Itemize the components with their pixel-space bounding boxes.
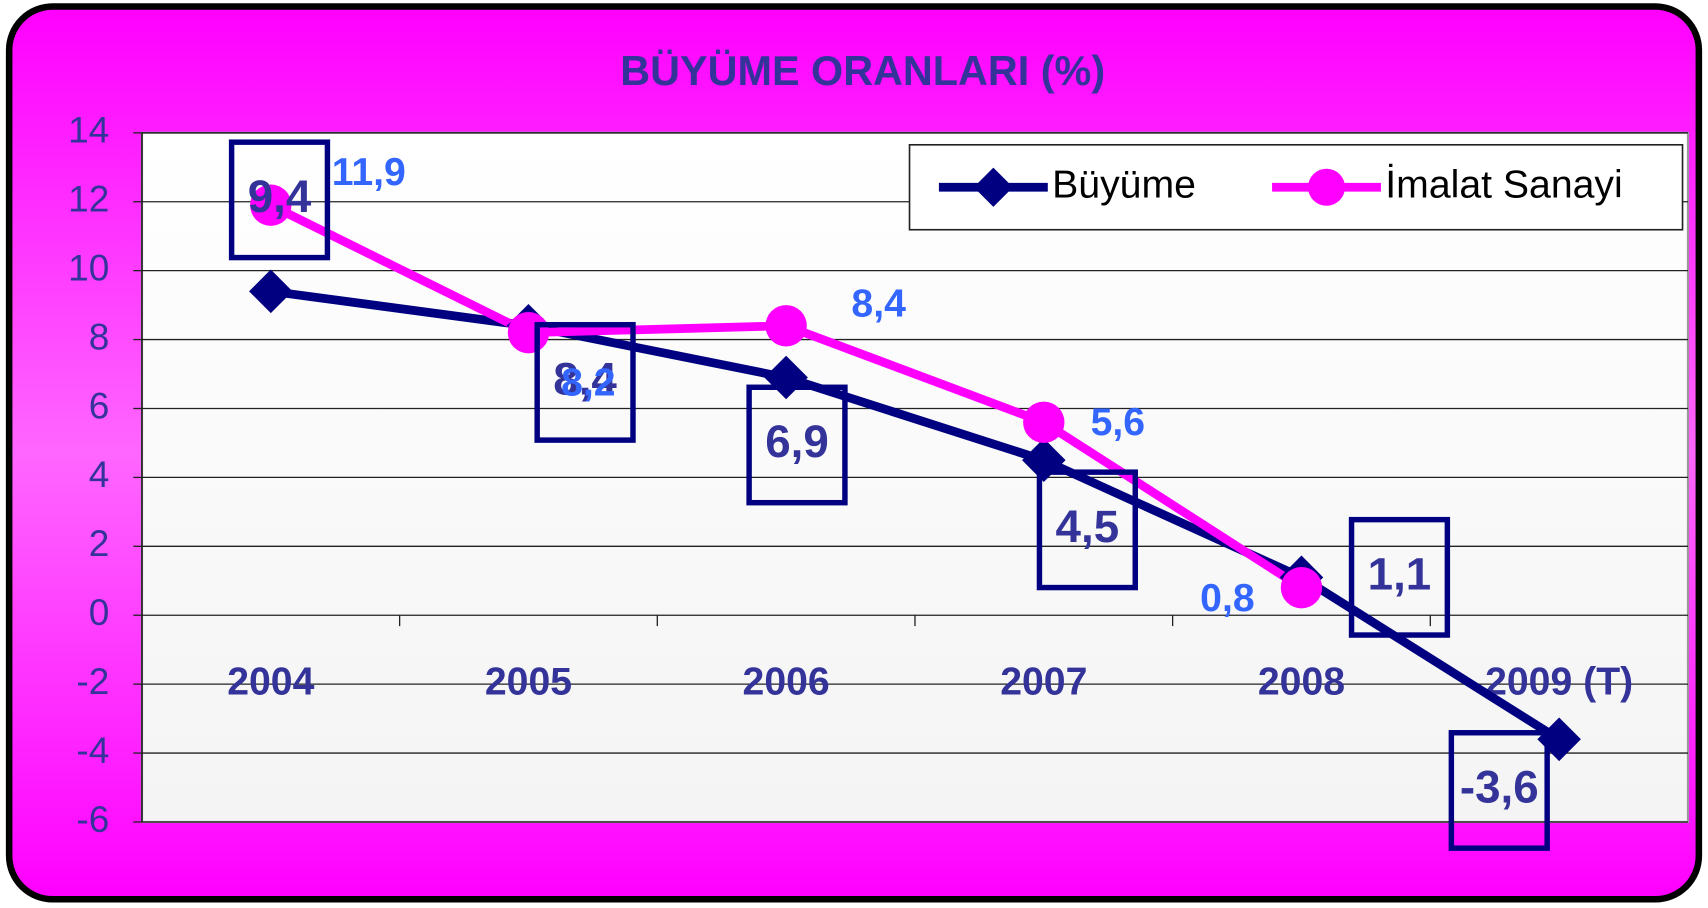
data-label: -3,6: [1460, 762, 1539, 813]
label-box: [746, 384, 848, 506]
marker: [1023, 401, 1065, 443]
data-label: 4,5: [1056, 501, 1120, 552]
y-tick-label: 8: [89, 315, 110, 357]
data-label: 1,1: [1368, 548, 1432, 599]
y-tick-label: 2: [89, 522, 110, 564]
y-tick-label: 4: [89, 453, 110, 495]
data-label: 8,4: [851, 283, 906, 326]
x-tick-label: 2004: [227, 661, 314, 704]
label-box: [1448, 730, 1550, 851]
legend-marker: [1308, 168, 1346, 206]
marker: [250, 184, 292, 226]
y-tick-label: -6: [76, 798, 109, 840]
y-tick-label: 12: [68, 178, 109, 220]
x-tick-label: 2006: [743, 661, 830, 704]
chart-title: BÜYÜME ORANLARI (%): [620, 48, 1105, 94]
data-label: 8,2: [561, 361, 615, 404]
y-tick-label: 6: [89, 384, 110, 426]
label-box: [228, 139, 331, 261]
x-tick-label: 2009 (T): [1485, 661, 1633, 704]
y-tick-label: 10: [68, 246, 109, 288]
x-tick-label: 2005: [485, 661, 572, 704]
marker: [765, 305, 807, 347]
series-line: [270, 287, 1562, 743]
label-box: [534, 321, 636, 443]
data-label: 11,9: [332, 151, 406, 194]
data-label: 5,6: [1091, 401, 1145, 444]
y-tick-label: 14: [68, 109, 109, 151]
marker: [249, 269, 293, 314]
data-label: 9,4: [248, 171, 312, 222]
y-tick-label: -2: [76, 660, 109, 702]
marker: [1280, 566, 1323, 609]
legend-label: İmalat Sanayi: [1385, 164, 1622, 207]
data-label: 8,4: [553, 353, 617, 404]
legend-label: Büyüme: [1052, 164, 1196, 207]
label-box: [1036, 469, 1138, 591]
data-label: 6,9: [765, 416, 829, 467]
marker: [507, 311, 550, 354]
x-tick-label: 2008: [1258, 661, 1345, 704]
y-tick-label: 0: [89, 591, 110, 633]
label-box: [1348, 516, 1451, 638]
y-tick-label: -4: [76, 729, 109, 771]
data-label: 0,8: [1200, 577, 1254, 620]
x-tick-label: 2007: [1000, 661, 1087, 704]
